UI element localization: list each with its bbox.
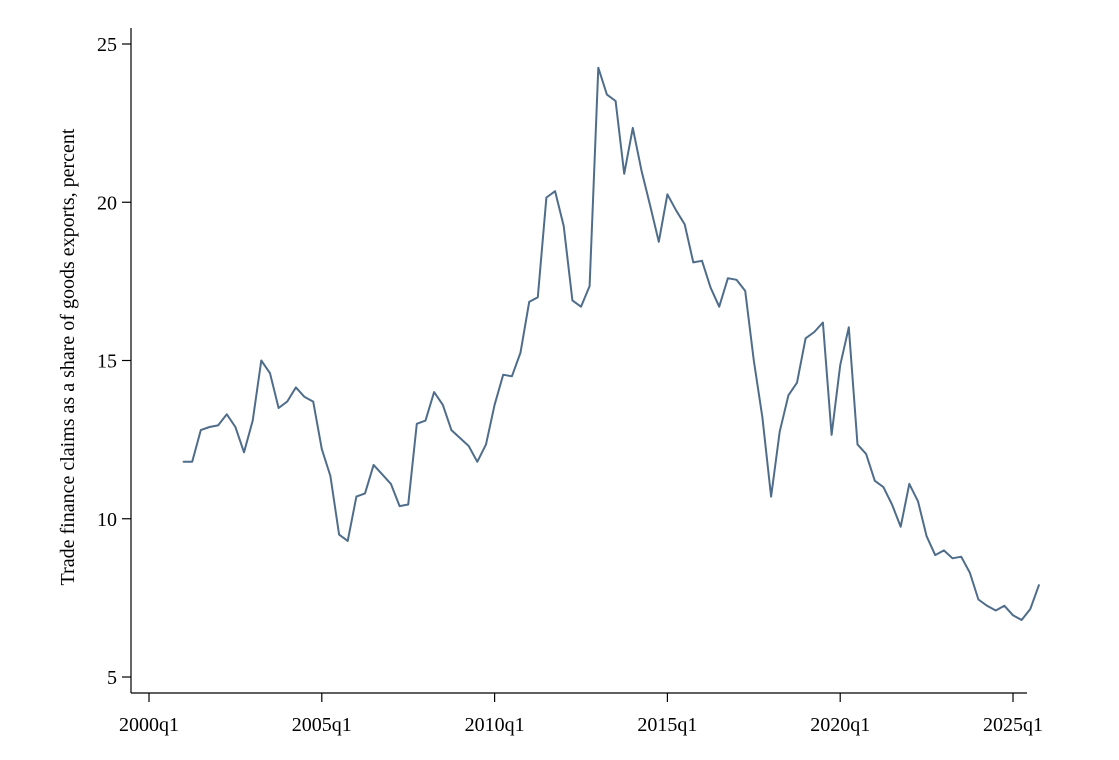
y-tick-label: 10 xyxy=(97,509,117,531)
x-axis: 2000q1 2005q1 2010q1 2015q1 2020q1 2025q1 xyxy=(119,692,1043,736)
x-tick-label: 2015q1 xyxy=(637,714,697,736)
series-line xyxy=(182,66,1040,621)
y-tick-label: 25 xyxy=(97,34,117,56)
series-group xyxy=(182,66,1040,621)
y-tick-label: 20 xyxy=(97,192,117,214)
x-tick-label: 2005q1 xyxy=(292,714,352,736)
x-tick-label: 2010q1 xyxy=(465,714,525,736)
y-axis-title: Trade finance claims as a share of goods… xyxy=(57,128,79,585)
x-tick-label: 2020q1 xyxy=(810,714,870,736)
y-tick-label: 15 xyxy=(97,351,117,373)
y-axis: 5 10 15 20 25 xyxy=(97,28,132,693)
x-tick-label: 2000q1 xyxy=(119,714,179,736)
y-tick-label: 5 xyxy=(107,667,117,689)
x-tick-label: 2025q1 xyxy=(983,714,1043,736)
